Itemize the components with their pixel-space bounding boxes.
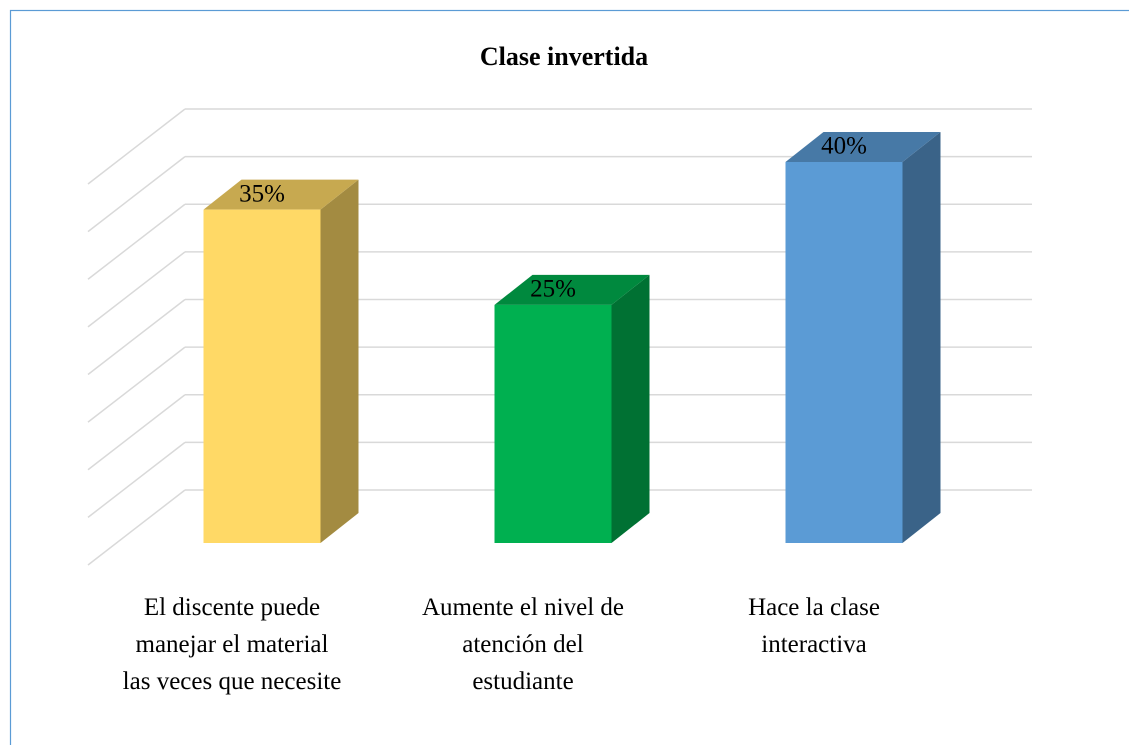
bar [785,162,903,543]
chart-border [9,9,1129,745]
bar-top [494,274,650,305]
x-tick-label: El discente puede manejar el material la… [122,594,342,695]
bar-side [611,274,650,543]
side-grid-line [87,394,186,471]
side-grid-line [87,441,186,518]
bar [203,209,321,543]
x-tick-label: Hace la clase interactiva [748,594,880,658]
side-grid-line [87,251,186,328]
bar [494,304,612,543]
bar-side [320,179,359,543]
value-label: 35% [239,180,285,207]
side-grid-line [87,156,186,233]
bar-top [785,132,941,162]
value-label: 25% [530,276,576,303]
x-tick-label: Aumente el nivel de atención del estudia… [421,594,624,695]
bar-side [902,132,941,543]
side-grid-line [87,203,186,280]
chart-title: Clase invertida [480,42,648,71]
bar-top [203,179,359,210]
side-grid-line [87,489,186,566]
side-grid-line [87,298,186,376]
value-label: 40% [821,133,867,160]
side-grid-line [87,346,186,423]
side-grid-line [87,108,186,185]
